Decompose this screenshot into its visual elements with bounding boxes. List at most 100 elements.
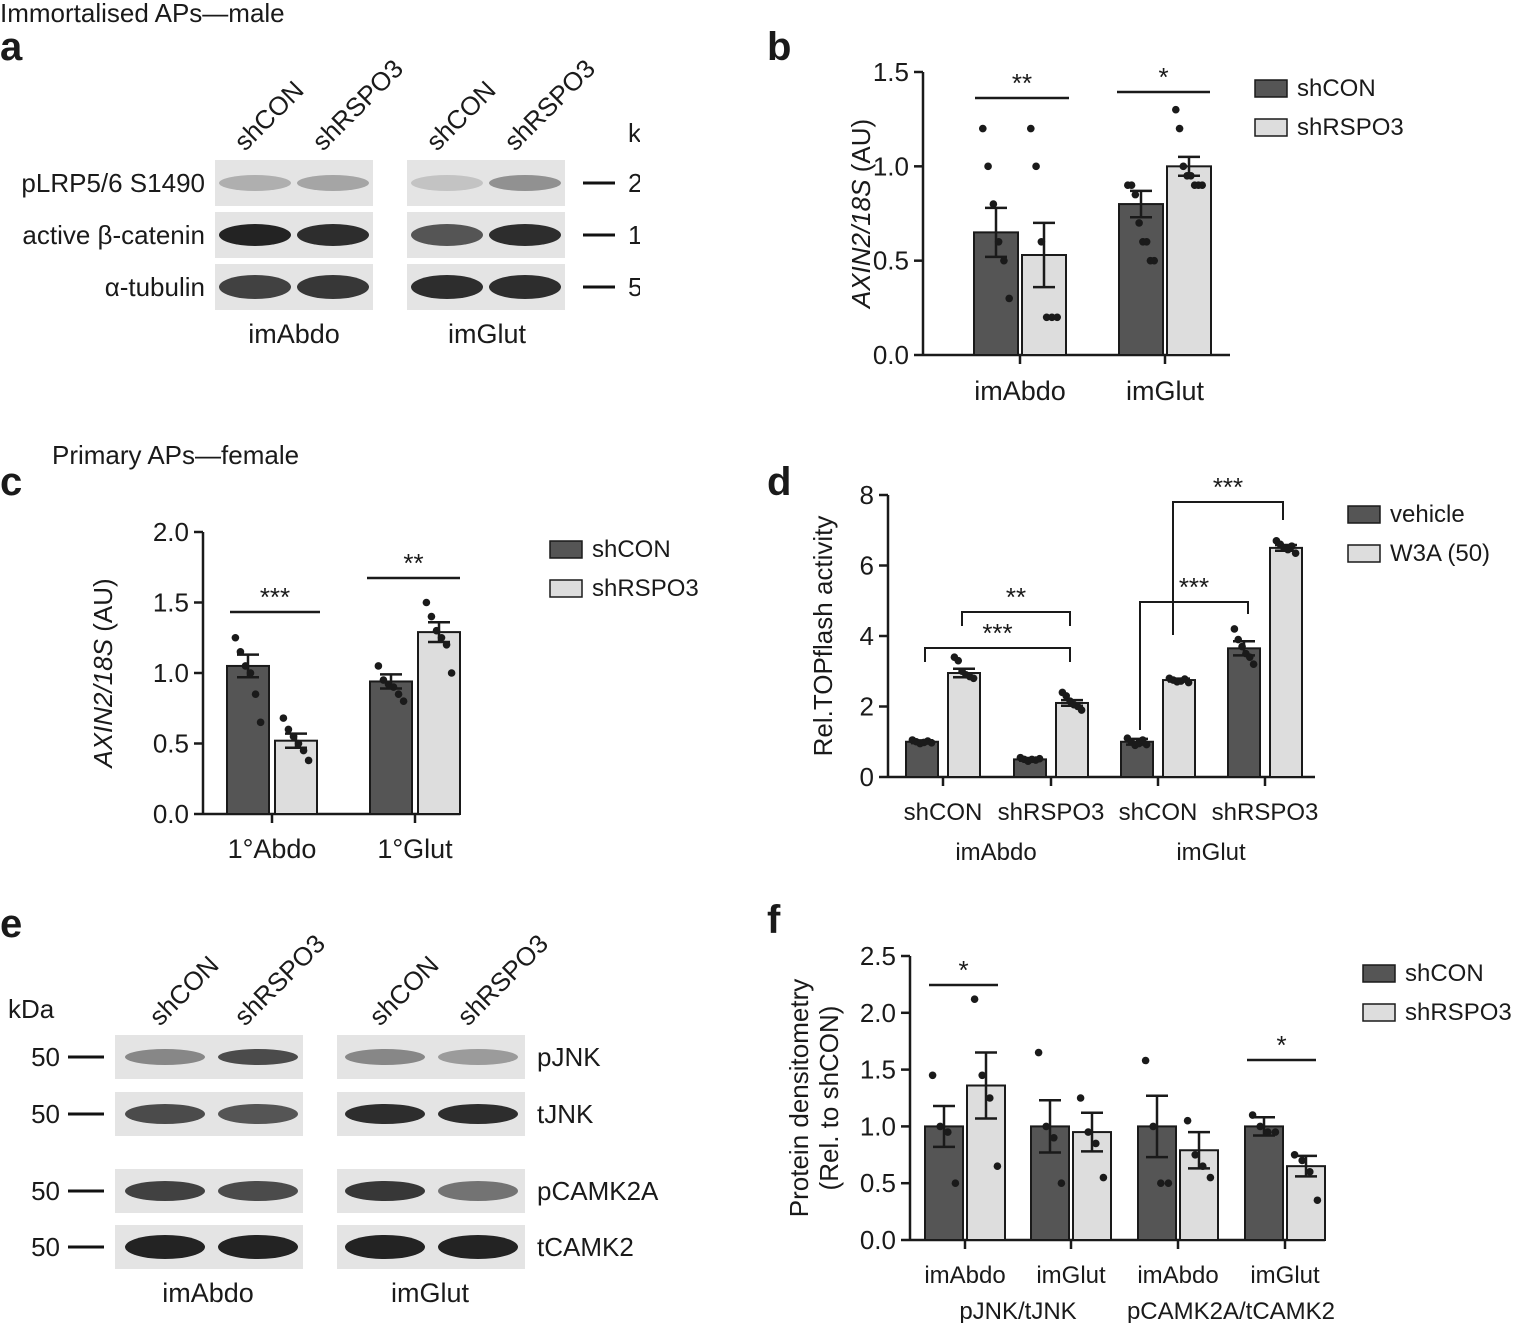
x-tick-label: 1°Glut	[377, 834, 453, 864]
data-point	[1034, 1048, 1043, 1057]
band	[297, 175, 369, 191]
y-tick-label: 1.5	[873, 57, 909, 87]
data-point	[1048, 313, 1056, 322]
x-tick-label: imAbdo	[924, 1262, 1005, 1289]
data-point	[1172, 105, 1180, 114]
lane-label: shRSPO3	[228, 928, 331, 1031]
panel-e: e kDa shCON shRSPO3 shCON shRSPO3 pJNK 50…	[0, 905, 659, 1308]
x-tick-label: imAbdo	[1137, 1262, 1218, 1289]
data-point	[1042, 313, 1051, 322]
y-tick-label: 2	[860, 692, 874, 722]
data-point	[1306, 1168, 1314, 1176]
data-point	[1062, 692, 1071, 700]
data-point	[1249, 660, 1258, 668]
data-point	[1256, 1122, 1264, 1131]
band	[411, 175, 483, 191]
legend-label: shRSPO3	[592, 575, 699, 602]
legend-swatch	[1347, 544, 1381, 563]
group-label: pCAMK2A/tCAMK2	[1127, 1298, 1335, 1323]
y-tick-label: 0	[860, 762, 874, 792]
significance-bracket	[961, 611, 1071, 626]
data-point	[1141, 1056, 1150, 1065]
row-label: pLRP5/6 S1490	[21, 168, 205, 198]
lane-label: shRSPO3	[498, 53, 601, 156]
data-point	[1149, 1122, 1157, 1131]
band	[438, 1049, 518, 1065]
bar-w3a-50-	[1269, 546, 1303, 778]
data-point	[1183, 1116, 1192, 1125]
band	[297, 224, 369, 246]
band	[489, 224, 561, 246]
significance-stars: ***	[1213, 472, 1243, 502]
data-point	[1199, 1162, 1207, 1170]
y-tick-label: 2.5	[860, 941, 896, 971]
lane-label: shRSPO3	[451, 928, 554, 1031]
panel-c-letter: c	[0, 460, 22, 504]
row-label: α-tubulin	[105, 272, 205, 302]
y-tick-label: 1.0	[873, 151, 909, 181]
significance-bracket	[1172, 501, 1284, 635]
significance-bracket	[1139, 601, 1249, 730]
data-point	[1135, 219, 1143, 227]
chart-c: c Primary APs—female 0.0 0.5 1.0 1.5 2.0 AXIN…	[0, 440, 699, 864]
y-axis-label: Rel.TOPflash activity	[808, 516, 838, 757]
y-tick-label: 0.5	[153, 729, 189, 759]
data-point	[299, 746, 308, 755]
data-point	[978, 1071, 986, 1080]
data-point	[389, 683, 398, 691]
lane-label: shCON	[420, 75, 501, 156]
y-axis-label: (Rel. to shCON)	[814, 1006, 844, 1191]
bar-shcon	[226, 664, 270, 815]
legend-swatch	[1254, 118, 1288, 137]
significance-stars: *	[1158, 62, 1168, 92]
data-point	[1191, 1151, 1199, 1159]
data-point	[970, 995, 979, 1003]
data-point	[1230, 625, 1239, 633]
significance-bracket	[924, 647, 1071, 662]
legend-label: shCON	[1297, 75, 1376, 102]
bar-vehicle	[905, 740, 939, 778]
group-label: imGlut	[1176, 839, 1246, 866]
legend-label: shCON	[592, 536, 671, 563]
band	[218, 1049, 298, 1065]
data-point	[1032, 162, 1040, 171]
y-tick-label: 0.0	[860, 1225, 896, 1255]
chart-f: f 0.0 0.5 1.0 1.5 2.0 2.5 Protein densitometry…	[767, 898, 1512, 1323]
data-point	[1035, 754, 1044, 763]
band	[219, 175, 291, 191]
kda-header: kDa	[8, 994, 55, 1024]
data-point	[951, 1179, 960, 1187]
legend-label: shRSPO3	[1405, 999, 1512, 1026]
data-point	[993, 1162, 1002, 1170]
y-tick-label: 0.0	[153, 799, 189, 829]
x-tick-label: shRSPO3	[1212, 799, 1319, 826]
data-point	[1198, 181, 1206, 189]
panel-d-letter: d	[767, 460, 791, 504]
legend-swatch	[1254, 79, 1288, 98]
data-point	[1264, 1128, 1272, 1136]
band	[438, 1235, 518, 1259]
kda-value: 50	[31, 1042, 60, 1072]
data-point	[374, 662, 383, 670]
legend-swatch	[1362, 1003, 1396, 1022]
bar-w3a-50-	[947, 672, 981, 778]
legend-swatch	[1347, 505, 1381, 524]
legend-label: W3A (50)	[1390, 540, 1490, 567]
legend-swatch	[1362, 964, 1396, 983]
legend-swatch	[549, 579, 583, 598]
y-tick-label: 2.0	[153, 517, 189, 547]
legend-swatch	[549, 540, 583, 559]
data-point	[1238, 642, 1246, 651]
row-label: tCAMK2	[537, 1232, 634, 1262]
band	[345, 1104, 425, 1124]
data-point	[1248, 1111, 1257, 1119]
data-point	[1184, 678, 1193, 687]
panel-e-lane-labels: shCON shRSPO3 shCON shRSPO3	[143, 928, 554, 1031]
data-point	[1142, 740, 1151, 749]
x-tick-label: shCON	[904, 799, 983, 826]
band	[125, 1235, 205, 1259]
y-tick-label: 1.5	[860, 1055, 896, 1085]
bar-w3a-50-	[1055, 701, 1089, 779]
panel-a-lane-labels: shCON shRSPO3 shCON shRSPO3	[228, 53, 601, 156]
data-point	[1050, 1133, 1058, 1142]
